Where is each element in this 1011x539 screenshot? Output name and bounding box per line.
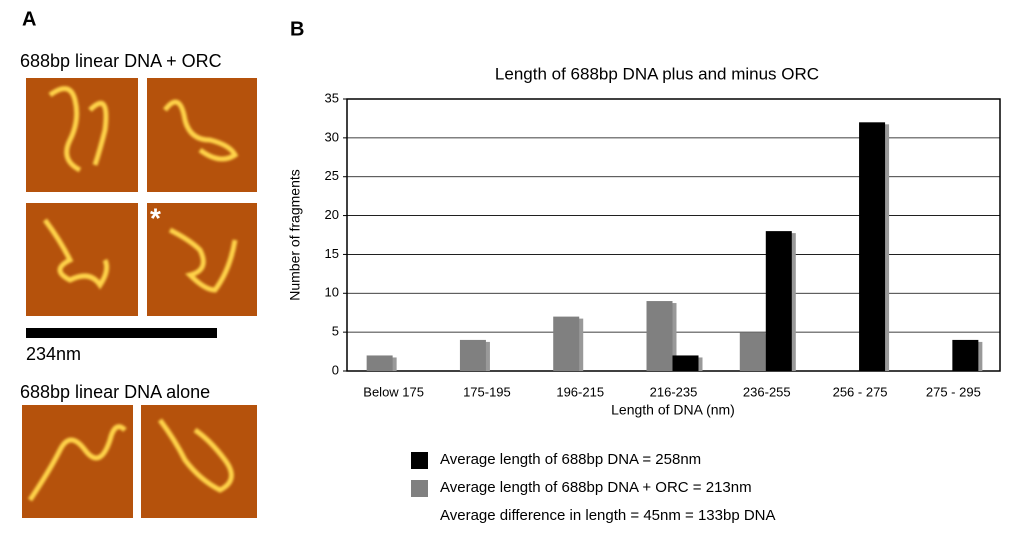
legend-swatch — [411, 452, 428, 469]
legend-swatch — [411, 480, 428, 497]
image-title: 688bp linear DNA + ORC — [20, 51, 222, 71]
y-tick-label: 20 — [325, 207, 339, 222]
panel-label: A — [22, 8, 36, 30]
annotation: Average difference in length = 45nm = 13… — [440, 507, 776, 524]
scale-bar — [26, 328, 217, 338]
legend-label: Average length of 688bp DNA = 258nm — [440, 451, 701, 468]
chart-title: Length of 688bp DNA plus and minus ORC — [495, 64, 819, 83]
panel-label: B — [290, 18, 304, 40]
y-tick-label: 10 — [325, 285, 339, 300]
bar — [765, 231, 792, 371]
x-tick-label: 256 - 275 — [833, 384, 888, 399]
afm-images — [22, 78, 257, 518]
y-tick-label: 35 — [325, 90, 339, 105]
x-tick-label: 175-195 — [463, 384, 511, 399]
x-tick-label: Below 175 — [363, 384, 424, 399]
bar — [366, 355, 393, 371]
x-tick-label: 236-255 — [743, 384, 791, 399]
y-tick-label: 0 — [332, 362, 339, 377]
y-tick-label: 15 — [325, 246, 339, 261]
x-tick-label: 196-215 — [556, 384, 604, 399]
x-tick-label: 216-235 — [650, 384, 698, 399]
marker: * — [150, 202, 161, 233]
y-tick-label: 30 — [325, 129, 339, 144]
bar — [459, 339, 486, 371]
y-axis-title: Number of fragments — [287, 169, 303, 301]
bar — [952, 339, 979, 371]
bar — [646, 301, 673, 371]
bar — [553, 316, 580, 371]
y-tick-label: 25 — [325, 168, 339, 183]
bar — [859, 122, 886, 371]
x-tick-label: 275 - 295 — [926, 384, 981, 399]
y-tick-label: 5 — [332, 324, 339, 339]
scale-label: 234nm — [26, 344, 81, 364]
legend-label: Average length of 688bp DNA + ORC = 213n… — [440, 479, 752, 496]
x-axis-title: Length of DNA (nm) — [611, 402, 735, 418]
image-title: 688bp linear DNA alone — [20, 382, 210, 402]
bar — [739, 332, 766, 371]
bar — [672, 355, 699, 371]
